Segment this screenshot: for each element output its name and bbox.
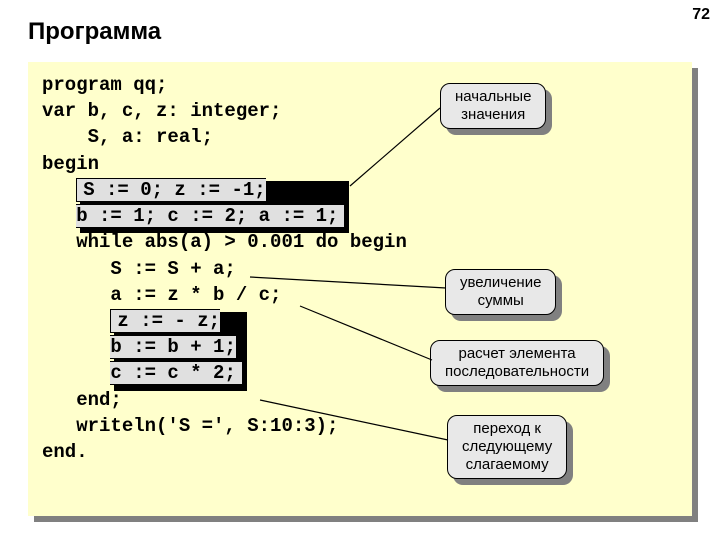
slide-title: Программа xyxy=(28,18,161,46)
page-number: 72 xyxy=(692,6,710,24)
code-line: S := 0; z := -1; b := 1; c := 2; a := 1; xyxy=(42,177,678,229)
code-line: S, a: real; xyxy=(42,124,678,150)
callout-element-calc: расчет элемента последовательности xyxy=(430,340,604,386)
code-line: writeln('S =', S:10:3); xyxy=(42,413,678,439)
code-panel: program qq; var b, c, z: integer; S, a: … xyxy=(28,62,692,516)
code-line: a := z * b / c; xyxy=(42,282,678,308)
code-line: begin xyxy=(42,151,678,177)
hl-text: b := 1; c := 2; a := 1; xyxy=(76,205,338,227)
hl-text: b := b + 1; xyxy=(110,336,235,358)
callout-initial-values: начальные значения xyxy=(440,83,546,129)
code-line: program qq; xyxy=(42,72,678,98)
hl-text: z := - z; xyxy=(117,310,220,332)
hl-text: S := 0; z := -1; xyxy=(83,179,265,201)
callout-text: расчет элемента последовательности xyxy=(430,340,604,386)
callout-text: увеличение суммы xyxy=(445,269,556,315)
hl-text: c := c * 2; xyxy=(110,362,235,384)
highlight-block-1: S := 0; z := -1; b := 1; c := 2; a := 1; xyxy=(76,177,345,229)
code-line: S := S + a; xyxy=(42,256,678,282)
callout-sum-increase: увеличение суммы xyxy=(445,269,556,315)
code-line: end. xyxy=(42,439,678,465)
callout-next-term: переход к следующему слагаемому xyxy=(447,415,567,479)
code-line: var b, c, z: integer; xyxy=(42,98,678,124)
callout-text: начальные значения xyxy=(440,83,546,129)
highlight-block-2: z := - z; b := b + 1; c := c * 2; xyxy=(110,308,242,387)
callout-text: переход к следующему слагаемому xyxy=(447,415,567,479)
